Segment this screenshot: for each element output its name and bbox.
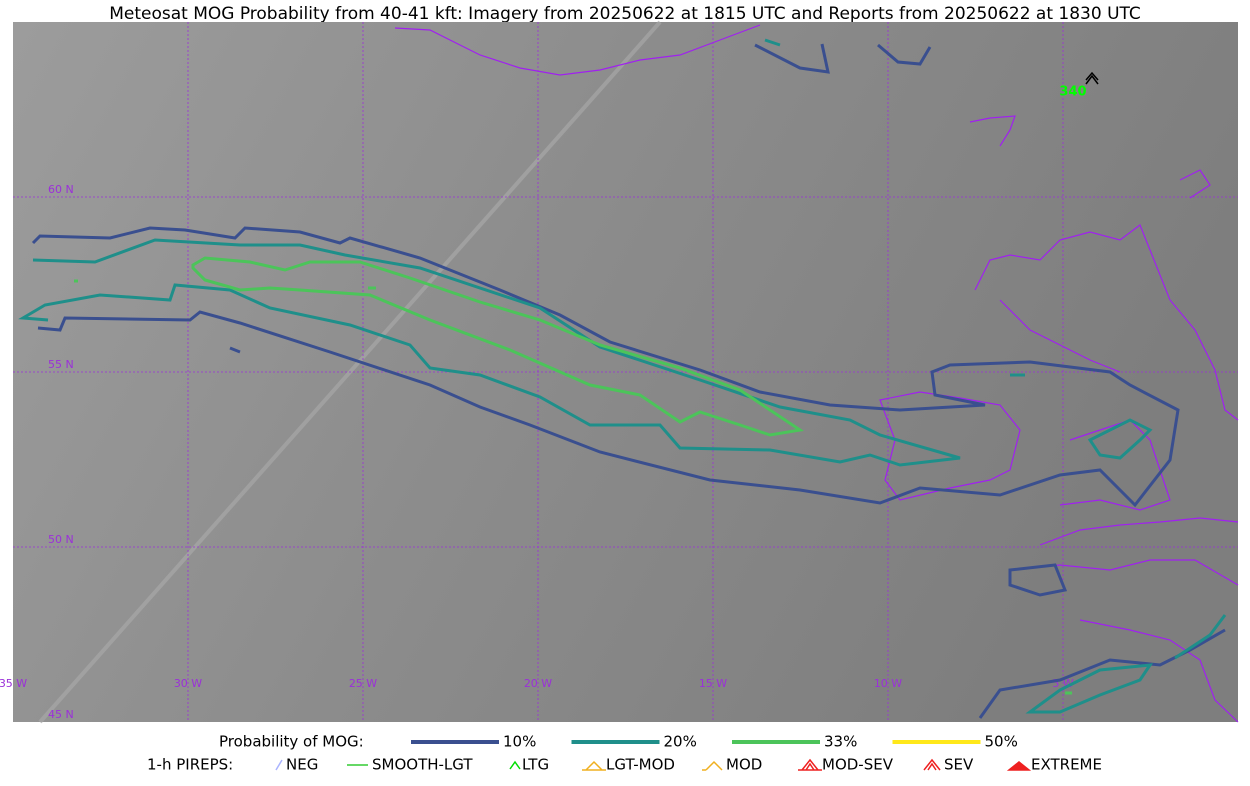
legend-label: SEV (944, 756, 974, 774)
latitude-label: 60 N (48, 183, 74, 196)
legend-label: NEG (286, 756, 318, 774)
legend-label: 50% (985, 733, 1018, 751)
latitude-label: 50 N (48, 533, 74, 546)
legend-label: LGT-MOD (606, 756, 675, 774)
legend-title: 1-h PIREPS: (147, 756, 233, 774)
legend-symbol (702, 760, 723, 771)
legend-label: MOD-SEV (822, 756, 894, 774)
pirep-altitude: 340 (1059, 85, 1086, 100)
longitude-label: 30 W (174, 677, 202, 690)
legend-symbol (275, 759, 283, 771)
legend-symbol (1006, 761, 1032, 771)
title: Meteosat MOG Probability from 40-41 kft:… (109, 4, 1141, 24)
pirep-reports: 340 (1059, 71, 1099, 100)
legend-label: 20% (664, 733, 697, 751)
legend-symbol (582, 760, 606, 771)
legend-label: LTG (522, 756, 549, 774)
legend-symbol (798, 758, 822, 771)
legend-label: MOD (726, 756, 762, 774)
legend-label: SMOOTH-LGT (372, 756, 473, 774)
longitude-label: 20 W (524, 677, 552, 690)
latitude-label: 55 N (48, 358, 74, 371)
legend-label: 10% (503, 733, 536, 751)
legend: Probability of MOG: 10% 20% 33% 50% 1-h PIREP… (147, 733, 1102, 774)
longitude-label: 25 W (349, 677, 377, 690)
pirep-symbol (1085, 71, 1099, 85)
legend-symbol (509, 760, 521, 770)
latitude-label: 45 N (48, 708, 74, 721)
longitude-label: 35 W (0, 677, 27, 690)
contours (18, 38, 1227, 719)
longitude-label: 10 W (874, 677, 902, 690)
legend-label: 33% (824, 733, 857, 751)
graticule: 60 N 55 N 50 N 45 N 35 W 30 W 25 W 20 W 15 W 10 W… (0, 22, 1238, 722)
longitude-label: 15 W (699, 677, 727, 690)
legend-label: EXTREME (1031, 756, 1102, 774)
legend-symbol (923, 758, 941, 771)
legend-title: Probability of MOG: (219, 733, 364, 751)
